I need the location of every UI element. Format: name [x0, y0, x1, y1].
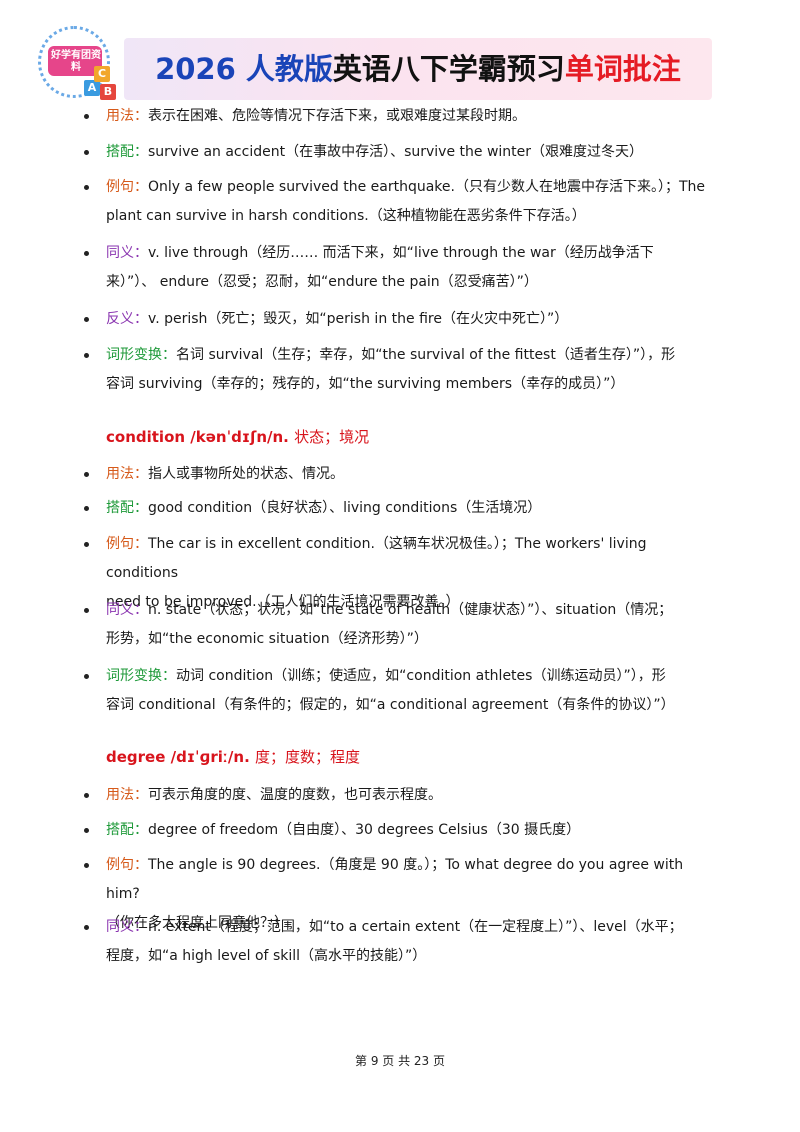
example-line-2: plant can survive in harsh conditions.（这… — [106, 208, 586, 224]
usage-text: 指人或事物所处的状态、情况。 — [148, 466, 344, 482]
bullet — [84, 828, 89, 833]
degree-synonym: 同义：n. extent（程度；范围，如“to a certain extent… — [84, 913, 706, 971]
headword-meaning: 度；度数；程度 — [255, 748, 361, 766]
block-a: A — [84, 80, 100, 96]
collocation-label: 搭配： — [106, 822, 148, 838]
usage-text: 表示在困难、危险等情况下存活下来，或艰难度过某段时期。 — [148, 108, 526, 124]
headword-text: degree /dɪˈɡriː/n. — [106, 748, 250, 766]
bullet — [84, 150, 89, 155]
derivation-label: 词形变换： — [106, 347, 176, 363]
condition-derivation: 词形变换：动词 condition（训练；使适应，如“condition ath… — [84, 662, 706, 720]
survive-usage: 用法：表示在困难、危险等情况下存活下来，或艰难度过某段时期。 — [84, 102, 706, 131]
synonym-label: 同义： — [106, 919, 148, 935]
synonym-line-1: n. extent（程度；范围，如“to a certain extent（在一… — [148, 919, 683, 935]
bullet — [84, 506, 89, 511]
example-line-2: need to be improved.（工人们的生活境况需要改善。） — [106, 594, 460, 610]
synonym-line-1: n. state（状态；状况，如“the state of health（健康状… — [148, 602, 673, 618]
block-b: B — [100, 84, 116, 100]
condition-collocation: 搭配：good condition（良好状态）、living condition… — [84, 494, 706, 523]
collocation-label: 搭配： — [106, 144, 148, 160]
synonym-label: 同义： — [106, 602, 148, 618]
headword-meaning: 状态；境况 — [294, 428, 370, 446]
bullet — [84, 925, 89, 930]
survive-antonym: 反义：v. perish（死亡；毁灭，如“perish in the fire（… — [84, 305, 706, 334]
antonym-label: 反义： — [106, 311, 148, 327]
title-part-edition: 2026 人教版 — [155, 52, 333, 86]
degree-example: 例句：The angle is 90 degrees.（角度是 90 度。）；T… — [84, 851, 706, 938]
derivation-line-2: 容词 conditional（有条件的；假定的，如“a conditional … — [106, 697, 675, 713]
usage-label: 用法： — [106, 787, 148, 803]
usage-text: 可表示角度的度、温度的度数，也可表示程度。 — [148, 787, 442, 803]
collocation-text: degree of freedom（自由度）、30 degrees Celsiu… — [148, 822, 581, 838]
title-part-subject: 英语八下学霸预习 — [332, 52, 565, 86]
synonym-line-2: 程度，如“a high level of skill（高水平的技能）”） — [106, 948, 427, 964]
bullet — [84, 317, 89, 322]
bullet — [84, 472, 89, 477]
synonym-label: 同义： — [106, 245, 148, 261]
usage-label: 用法： — [106, 108, 148, 124]
example-line-1: The angle is 90 degrees.（角度是 90 度。）；To w… — [106, 857, 684, 902]
page-title: 2026 人教版英语八下学霸预习单词批注 — [124, 46, 712, 88]
antonym-text: v. perish（死亡；毁灭，如“perish in the fire（在火灾… — [148, 311, 569, 327]
bullet — [84, 793, 89, 798]
headword-degree: degree /dɪˈɡriː/n. 度；度数；程度 — [106, 746, 360, 767]
derivation-line-1: 名词 survival（生存；幸存，如“the survival of the … — [176, 347, 676, 363]
example-line-2: （你在多大程度上同意他？） — [106, 915, 288, 931]
page-footer: 第 9 页 共 23 页 — [355, 1054, 445, 1068]
condition-usage: 用法：指人或事物所处的状态、情况。 — [84, 460, 706, 489]
degree-usage: 用法：可表示角度的度、温度的度数，也可表示程度。 — [84, 781, 706, 810]
bullet — [84, 353, 89, 358]
example-line-1: The car is in excellent condition.（这辆车状况… — [106, 536, 647, 581]
usage-label: 用法： — [106, 466, 148, 482]
title-part-topic: 单词批注 — [564, 52, 681, 86]
bullet — [84, 608, 89, 613]
logo-badge — [48, 46, 102, 76]
condition-example: 例句：The car is in excellent condition.（这辆… — [84, 530, 706, 617]
bullet — [84, 863, 89, 868]
example-label: 例句： — [106, 536, 148, 552]
survive-derivation: 词形变换：名词 survival（生存；幸存，如“the survival of… — [84, 341, 706, 399]
bullet — [84, 542, 89, 547]
headword-condition: condition /kənˈdɪʃn/n. 状态；境况 — [106, 426, 369, 447]
bullet — [84, 674, 89, 679]
headword-text: condition /kənˈdɪʃn/n. — [106, 428, 289, 446]
bullet — [84, 185, 89, 190]
derivation-line-1: 动词 condition（训练；使适应，如“condition athletes… — [176, 668, 666, 684]
survive-synonym: 同义：v. live through（经历…… 而活下来，如“live thro… — [84, 239, 706, 297]
logo-ring — [38, 26, 110, 98]
example-label: 例句： — [106, 179, 148, 195]
logo-text: 好学有团资料 — [51, 50, 101, 73]
bullet — [84, 251, 89, 256]
synonym-line-2: 来）”）、 endure（忍受；忍耐，如“endure the pain（忍受痛… — [106, 274, 538, 290]
collocation-text: good condition（良好状态）、living conditions（生… — [148, 500, 542, 516]
degree-collocation: 搭配：degree of freedom（自由度）、30 degrees Cel… — [84, 816, 706, 845]
synonym-line-2: 形势，如“the economic situation（经济形势）”） — [106, 631, 428, 647]
derivation-line-2: 容词 surviving（幸存的；残存的，如“the surviving mem… — [106, 376, 625, 392]
brand-logo: 好学有团资料 A B C — [36, 22, 126, 104]
survive-example: 例句：Only a few people survived the earthq… — [84, 173, 706, 231]
example-line-1: Only a few people survived the earthquak… — [148, 179, 706, 195]
block-c: C — [94, 66, 110, 82]
collocation-text: survive an accident（在事故中存活）、survive the … — [148, 144, 644, 160]
page-header: 好学有团资料 A B C 2026 人教版英语八下学霸预习单词批注 — [36, 22, 712, 104]
survive-collocation: 搭配：survive an accident（在事故中存活）、survive t… — [84, 138, 706, 167]
condition-synonym: 同义：n. state（状态；状况，如“the state of health（… — [84, 596, 706, 654]
synonym-line-1: v. live through（经历…… 而活下来，如“live through… — [148, 245, 654, 261]
collocation-label: 搭配： — [106, 500, 148, 516]
derivation-label: 词形变换： — [106, 668, 176, 684]
bullet — [84, 114, 89, 119]
title-banner: 2026 人教版英语八下学霸预习单词批注 — [124, 38, 712, 100]
example-label: 例句： — [106, 857, 148, 873]
